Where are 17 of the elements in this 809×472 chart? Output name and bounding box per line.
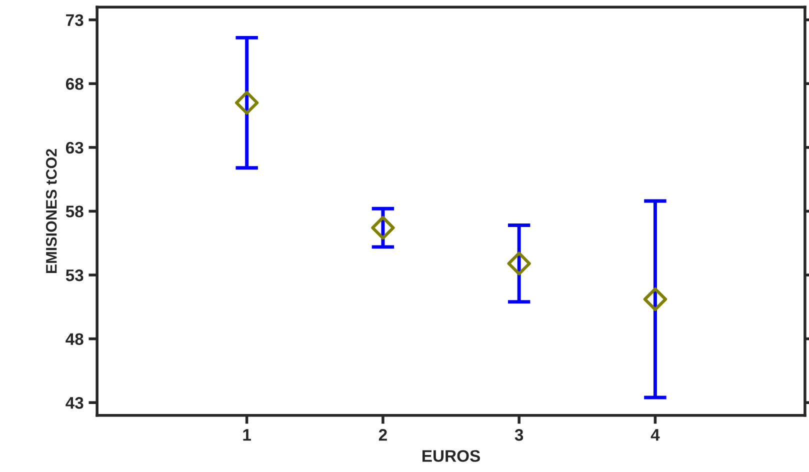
point xyxy=(643,287,668,312)
x-tick-label: 4 xyxy=(650,429,660,441)
point xyxy=(234,90,259,115)
y-tick-label: 48 xyxy=(66,333,84,346)
y-tick-label: 68 xyxy=(66,78,84,90)
y-tick-label: 53 xyxy=(66,269,84,282)
y-tick-label: 58 xyxy=(66,206,84,218)
point xyxy=(507,252,531,276)
y-tick-label: 63 xyxy=(66,142,84,154)
y-axis-title: EMISIONES tCO2 xyxy=(46,149,57,274)
x-tick-label: 2 xyxy=(378,428,387,441)
y-tick-label: 43 xyxy=(66,397,84,409)
y-tick-label: 73 xyxy=(66,14,84,26)
point xyxy=(371,216,395,240)
x-tick-label: 1 xyxy=(243,429,251,441)
x-tick-label: 3 xyxy=(514,428,524,441)
x-axis-title: EUROS xyxy=(422,450,480,462)
